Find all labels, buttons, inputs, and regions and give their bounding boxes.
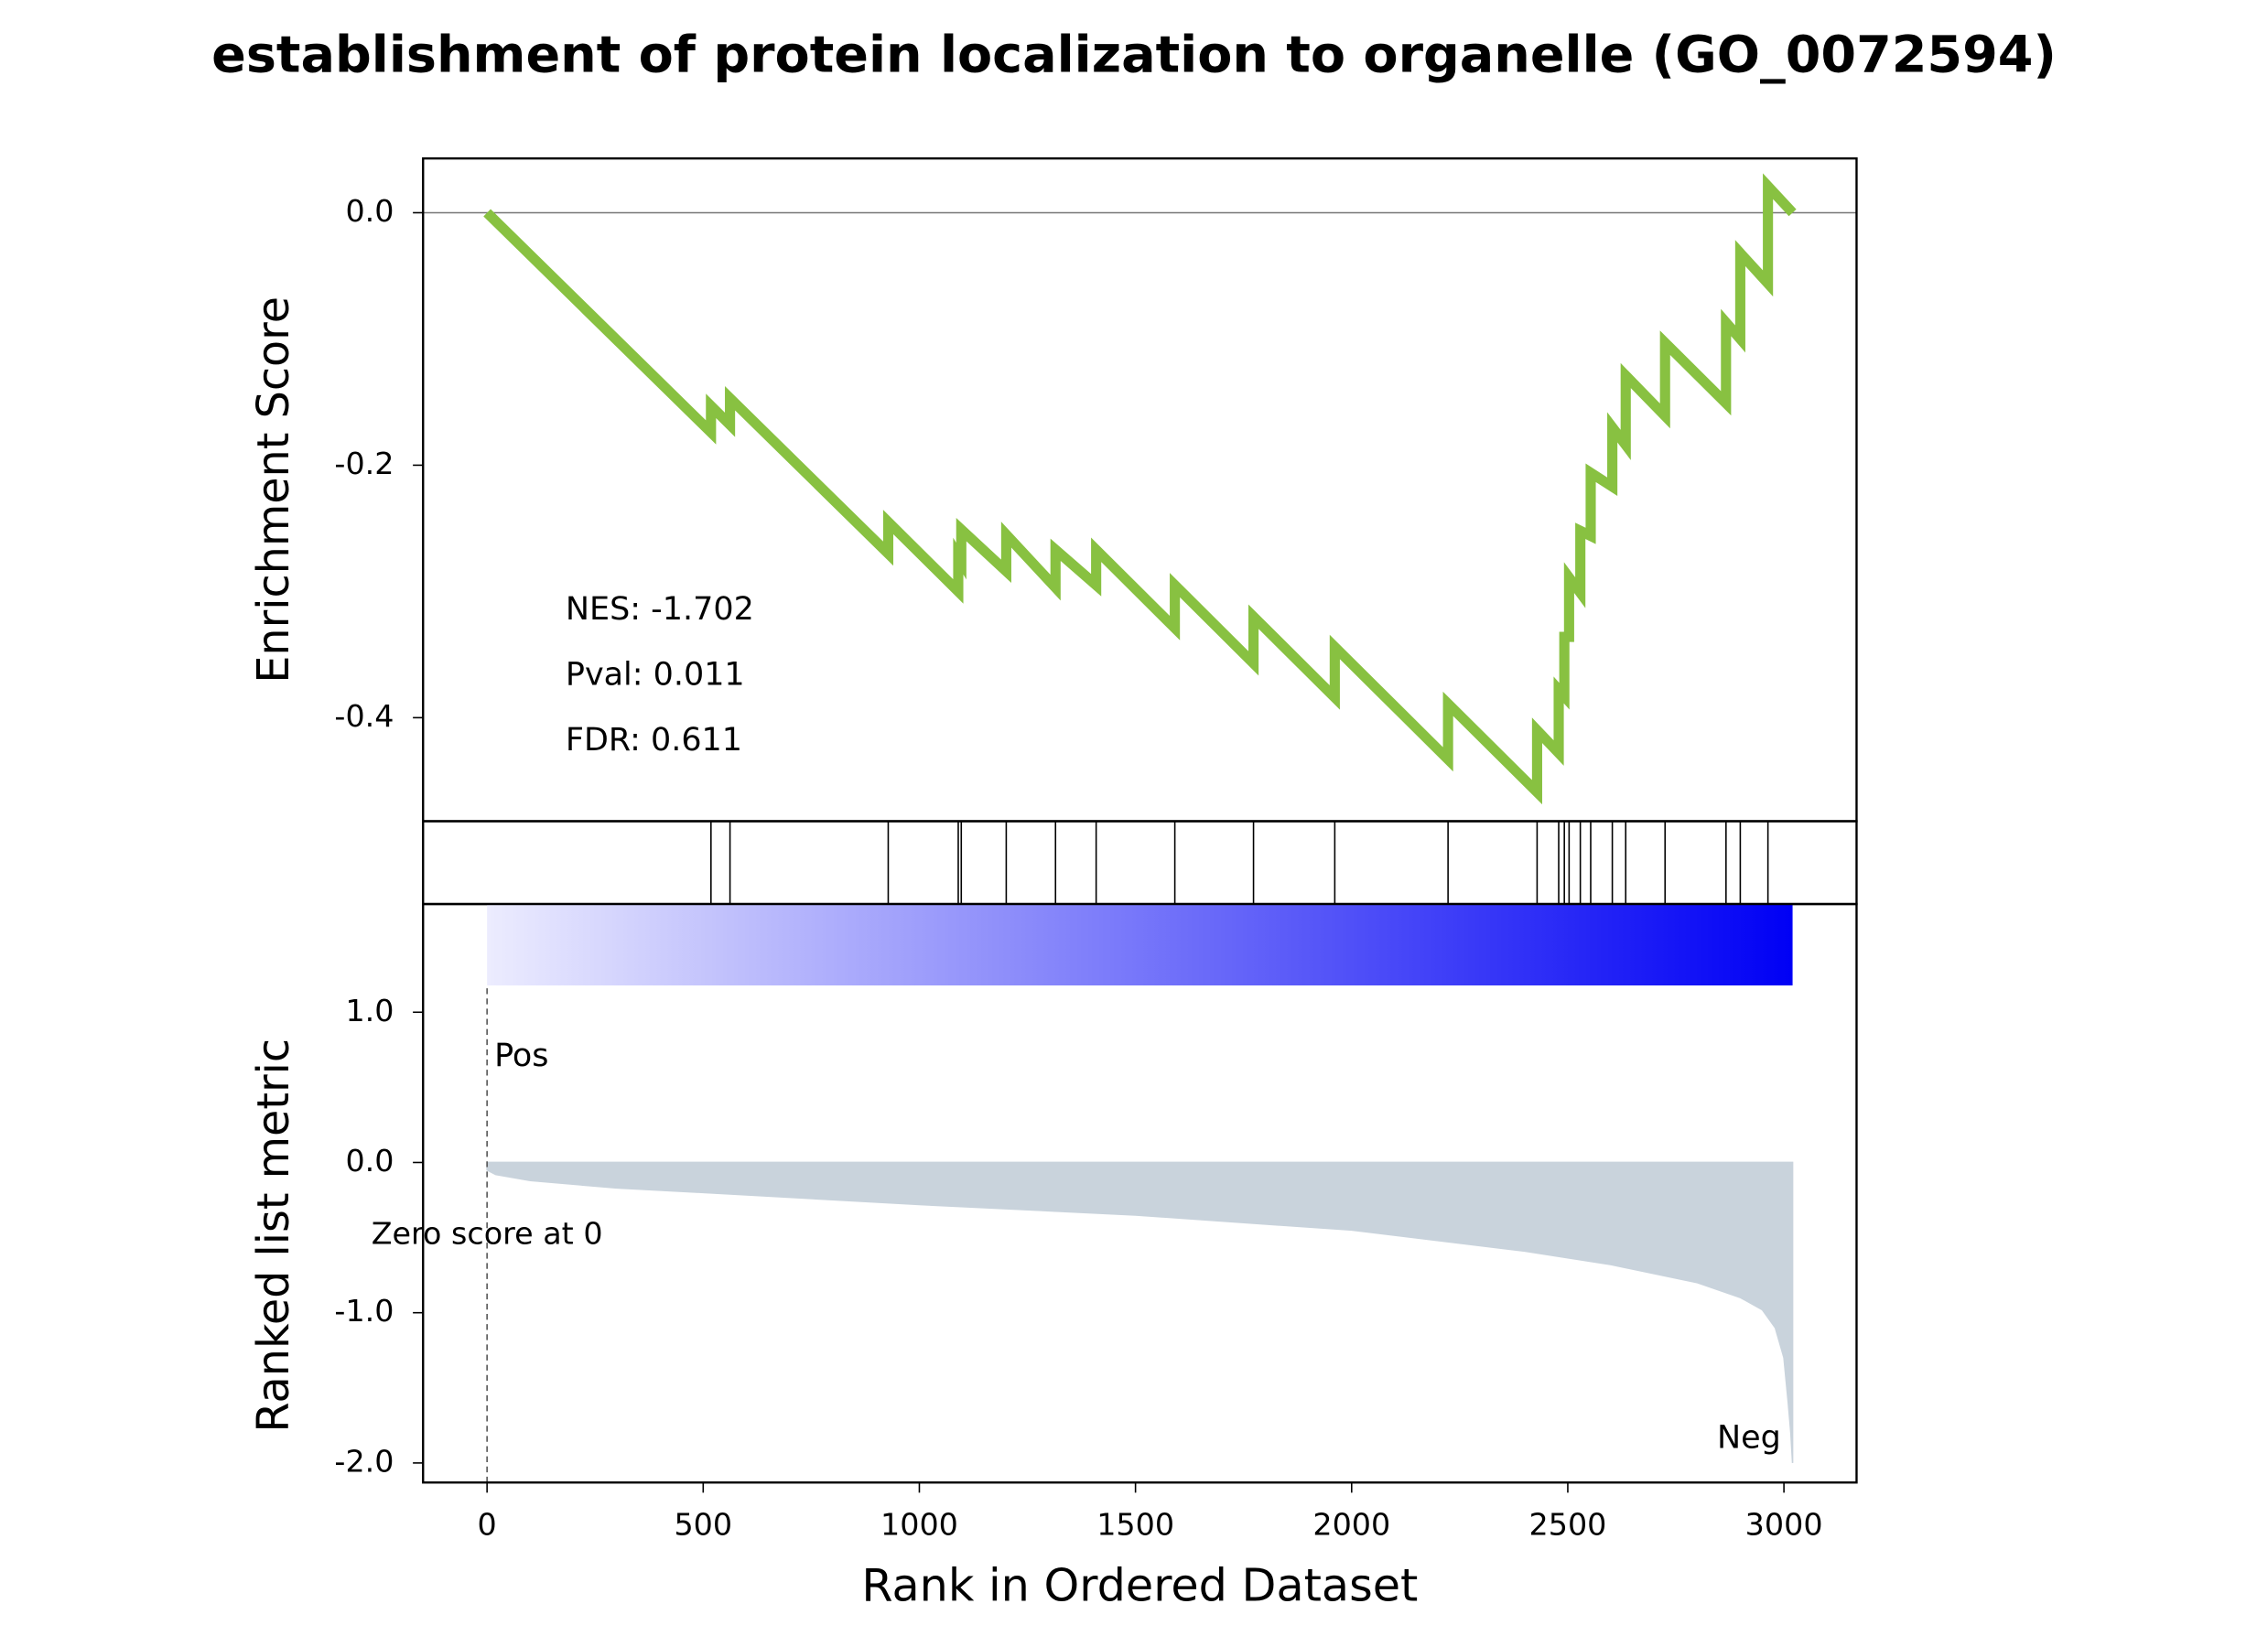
stat-annotation: FDR: 0.611 <box>566 722 742 759</box>
x-tick-label: 0 <box>478 1506 497 1542</box>
axes-frame <box>422 820 1858 906</box>
y-tick-label: -2.0 <box>334 1443 394 1479</box>
x-tick-label: 1000 <box>880 1506 958 1542</box>
stat-annotation: NES: -1.702 <box>566 591 754 628</box>
metric-heatmap <box>487 904 1793 985</box>
metric-area <box>486 1161 1794 1463</box>
x-tick-label: 2500 <box>1529 1506 1607 1542</box>
x-tick-label: 3000 <box>1745 1506 1823 1542</box>
y-tick-label: 1.0 <box>345 993 394 1028</box>
es-line <box>483 173 1797 805</box>
y-axis-title: Enrichment Score <box>249 296 299 683</box>
y-tick-label: -0.4 <box>334 698 394 734</box>
x-axis-title: Rank in Ordered Dataset <box>861 1559 1418 1612</box>
y-tick-label: -1.0 <box>334 1293 394 1329</box>
chart-title: establishment of protein localization to… <box>211 26 2057 85</box>
x-tick-label: 2000 <box>1312 1506 1390 1542</box>
y-tick-label: -0.2 <box>334 446 394 481</box>
axes-frame <box>422 902 1858 1484</box>
pos-label: Pos <box>494 1038 548 1074</box>
zero-score-label: Zero score at 0 <box>372 1216 603 1252</box>
x-tick-label: 500 <box>674 1506 732 1542</box>
neg-label: Neg <box>1717 1420 1781 1457</box>
stat-annotation: Pval: 0.011 <box>566 657 745 694</box>
y-tick-label: 0.0 <box>345 1143 394 1179</box>
y-tick-label: 0.0 <box>345 193 394 229</box>
y-axis-title: Ranked list metric <box>249 1039 299 1433</box>
x-tick-label: 1500 <box>1096 1506 1174 1542</box>
